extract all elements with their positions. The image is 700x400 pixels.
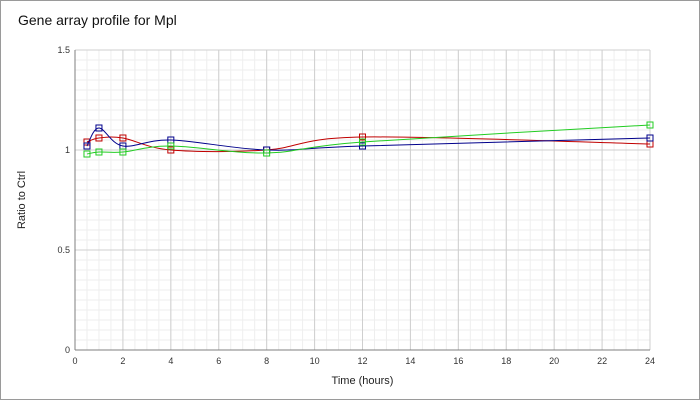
x-tick-label: 8 — [264, 356, 269, 366]
data-point — [359, 138, 366, 146]
y-tick-label: 1 — [65, 145, 70, 155]
x-tick-label: 16 — [453, 356, 463, 366]
x-tick-label: 10 — [310, 356, 320, 366]
x-tick-label: 0 — [72, 356, 77, 366]
x-axis-label: Time (hours) — [332, 375, 394, 387]
x-tick-label: 6 — [216, 356, 221, 366]
x-tick-label: 24 — [645, 356, 655, 366]
data-point — [95, 134, 103, 142]
y-axis-label: Ratio to Ctrl — [16, 171, 28, 229]
axes — [74, 50, 650, 351]
chart-title: Gene array profile for Mpl — [18, 12, 177, 28]
data-point — [119, 134, 127, 142]
x-tick-label: 20 — [549, 356, 559, 366]
x-tick-label: 2 — [120, 356, 125, 366]
y-tick-labels: 0 0.5 1 1.5 — [57, 45, 70, 355]
x-tick-label: 18 — [501, 356, 511, 366]
data-point — [83, 150, 91, 158]
series-group — [83, 121, 654, 158]
data-point — [167, 142, 175, 150]
data-point — [646, 121, 654, 129]
data-point — [83, 142, 91, 150]
x-tick-label: 14 — [405, 356, 415, 366]
series-3 — [83, 121, 654, 158]
data-point — [119, 148, 127, 156]
data-point — [95, 124, 103, 132]
data-point — [646, 134, 654, 142]
x-tick-label: 22 — [597, 356, 607, 366]
x-tick-labels: 0 2 4 6 8 10 12 14 16 18 20 22 24 — [72, 356, 655, 366]
x-tick-label: 12 — [357, 356, 367, 366]
data-point — [263, 149, 271, 157]
x-tick-label: 4 — [168, 356, 173, 366]
y-tick-label: 0.5 — [57, 245, 70, 255]
data-point — [95, 148, 103, 156]
data-point — [359, 133, 366, 141]
data-point — [167, 146, 175, 154]
data-point — [359, 142, 366, 150]
y-tick-label: 1.5 — [57, 45, 70, 55]
y-tick-label: 0 — [65, 345, 70, 355]
